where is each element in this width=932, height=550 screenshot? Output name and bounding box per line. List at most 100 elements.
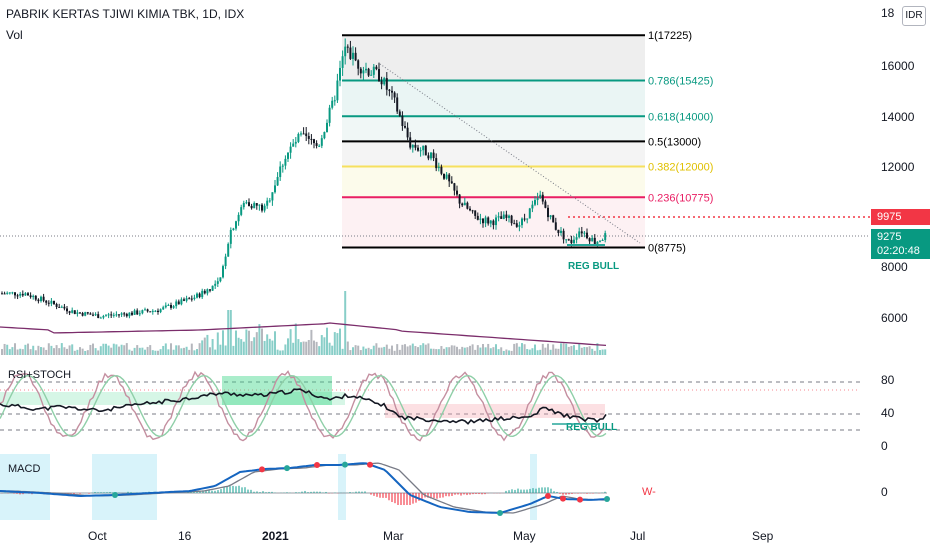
volume-bar [466,347,469,355]
candle-body [128,312,131,317]
volume-bar [336,333,339,355]
macd-histogram-bar [109,491,111,493]
candle-body [242,203,245,208]
candle-body [599,240,601,242]
volume-bar [242,341,245,355]
candle-body [53,300,55,304]
macd-histogram-bar [400,493,402,505]
volume-bar [198,343,201,355]
stoch-k-line [0,370,607,442]
candle-body [424,145,427,156]
candle-body [6,292,9,294]
candle-body [47,302,50,304]
macd-histogram-bar [358,491,360,493]
volume-bar [375,343,378,355]
volume-bar [365,348,367,355]
volume-bar [593,350,596,355]
candle-body [372,66,375,75]
candle-body [287,152,289,159]
volume-bar [513,343,516,355]
volume-bar [383,346,386,355]
volume-bar [393,350,396,355]
reg-bull-rsi-label: REG BULL [566,422,617,433]
macd-cross-dot [112,492,118,498]
candle-body [484,217,487,224]
candle-body [183,299,185,301]
candle-body [385,78,388,90]
currency-badge[interactable]: IDR [902,6,926,26]
macd-highlight-zone [338,454,346,520]
macd-histogram-bar [526,489,528,493]
volume-bar [248,330,250,355]
volume-bar [547,343,549,355]
volume-bar [258,324,261,355]
candle-body [307,136,310,139]
macd-histogram-bar [535,488,537,493]
volume-bar [328,342,331,355]
candle-body [281,165,284,167]
candle-body [586,232,588,239]
candle-body [198,293,201,298]
rsi-label: RSI+STOCH [8,369,72,381]
volume-bar [341,348,344,355]
volume-bar [125,343,128,355]
volume-bar [68,345,71,355]
volume-bar [378,347,380,355]
volume-bar [305,341,308,355]
volume-bar [300,342,302,355]
volume-bar [245,329,248,355]
macd-highlight-zone [92,454,157,520]
candle-body [227,243,230,257]
volume-bar [549,349,552,355]
volume-bar [482,344,484,355]
candle-body [170,304,172,308]
volume-bar [349,350,352,355]
macd-histogram-bar [532,488,534,493]
macd-histogram-bar [319,491,321,493]
macd-histogram-bar [316,491,318,493]
candle-body [240,207,243,215]
volume-label: Vol [6,28,23,42]
volume-bar [144,349,146,355]
candle-body [539,194,542,198]
volume-bar [443,348,445,355]
volume-bar [604,349,607,355]
macd-histogram-bar [217,490,219,493]
candle-body [123,313,126,315]
volume-bar [159,349,162,355]
candle-body [508,215,510,218]
candle-body [84,312,87,316]
volume-bar [94,348,97,355]
volume-bar [190,343,193,355]
volume-bar [419,345,422,355]
fib-band [342,35,645,81]
macd-histogram-bar [196,491,198,493]
candle-body [167,304,170,306]
volume-bar [24,344,27,355]
candle-body [63,306,66,309]
candle-body [55,303,58,307]
candle-body [94,314,97,316]
candle-body [534,200,536,205]
volume-bar [284,344,287,355]
volume-bar [287,338,289,355]
candle-body [346,46,349,48]
macd-histogram-bar [472,493,474,495]
candle-body [422,145,425,151]
time-tick-label: Mar [383,529,404,543]
candle-body [50,300,53,304]
macd-histogram-bar [226,486,228,493]
macd-histogram-bar [310,491,312,493]
volume-bar [102,343,105,355]
price-tick-label: 6000 [881,311,908,325]
macd-histogram-bar [376,493,378,497]
volume-bar [89,344,92,355]
rsi-pane: REG BULL [0,370,860,442]
volume-bar [453,345,456,355]
macd-histogram-bar [19,493,21,495]
time-tick-label: May [513,529,536,543]
volume-bar [289,329,292,355]
macd-histogram-bar [559,493,561,494]
macd-histogram-bar [370,493,372,495]
